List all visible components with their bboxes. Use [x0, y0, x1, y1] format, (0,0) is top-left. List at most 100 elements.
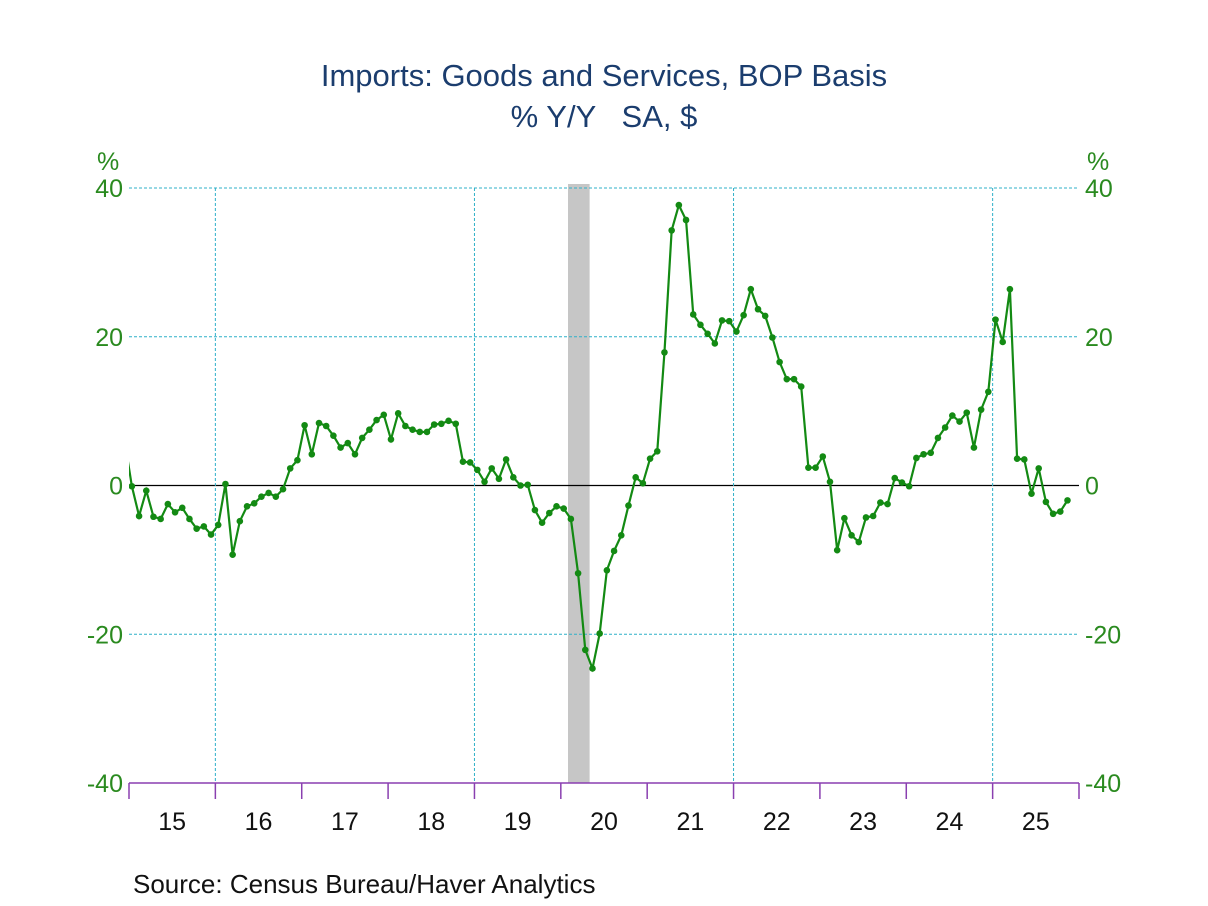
- data-point: [956, 418, 963, 425]
- data-point: [358, 434, 366, 442]
- data-point: [322, 422, 330, 430]
- data-point: [574, 569, 582, 577]
- data-point: [740, 311, 747, 319]
- data-point: [905, 482, 913, 490]
- data-point: [1049, 510, 1057, 518]
- y-axis-unit-left: %: [97, 148, 119, 176]
- data-point: [848, 532, 855, 539]
- x-tick-label: 17: [331, 808, 359, 836]
- data-point: [639, 479, 647, 487]
- data-point: [445, 417, 452, 425]
- data-point: [589, 665, 596, 672]
- data-point: [862, 514, 870, 521]
- data-point: [330, 432, 337, 439]
- data-point: [214, 521, 222, 529]
- data-point: [1056, 508, 1064, 515]
- data-point: [207, 531, 215, 538]
- y-tick-label-right: -20: [1085, 621, 1121, 649]
- data-point: [265, 489, 272, 497]
- data-point: [423, 428, 431, 436]
- data-point: [682, 216, 690, 224]
- data-point: [488, 465, 496, 472]
- data-point: [1042, 498, 1050, 506]
- data-point: [193, 525, 200, 532]
- data-point: [920, 450, 927, 458]
- data-point: [675, 201, 683, 209]
- data-point: [783, 375, 791, 383]
- data-point: [236, 517, 244, 525]
- data-point: [581, 646, 589, 654]
- y-tick-label-right: 20: [1085, 324, 1113, 352]
- data-point: [553, 503, 560, 510]
- data-point: [1064, 497, 1071, 504]
- data-point: [1006, 285, 1014, 293]
- data-point: [941, 424, 949, 431]
- data-point: [200, 523, 208, 530]
- x-tick-label: 25: [1022, 808, 1050, 836]
- y-axis-unit-right: %: [1087, 148, 1109, 176]
- y-tick-label-left: -20: [87, 621, 123, 649]
- data-point: [474, 466, 481, 474]
- data-point: [344, 439, 352, 447]
- data-point: [129, 482, 136, 490]
- data-point: [186, 515, 193, 523]
- data-point: [610, 547, 618, 555]
- series-line: [129, 202, 1069, 673]
- data-point: [466, 459, 474, 466]
- data-point: [531, 506, 539, 514]
- data-point: [1035, 465, 1042, 472]
- data-point: [373, 416, 380, 424]
- data-point: [668, 227, 675, 234]
- data-point: [416, 428, 424, 436]
- data-point: [409, 426, 416, 434]
- data-point: [272, 493, 280, 500]
- data-point: [286, 465, 294, 472]
- data-point: [1013, 455, 1021, 463]
- data-point: [142, 487, 150, 495]
- data-point: [394, 410, 402, 417]
- x-tick-label: 18: [417, 808, 445, 836]
- data-point: [632, 474, 639, 481]
- data-point: [603, 566, 611, 574]
- data-point: [495, 475, 503, 483]
- data-point: [150, 513, 157, 521]
- data-point: [178, 504, 186, 512]
- data-point: [934, 434, 942, 442]
- chart-subtitle: % Y/Y SA, $: [511, 99, 698, 134]
- data-point: [776, 358, 783, 366]
- data-point: [301, 421, 308, 429]
- data-point: [769, 334, 776, 341]
- data-point: [380, 411, 388, 419]
- data-point: [308, 450, 316, 458]
- data-point: [869, 512, 877, 520]
- data-point: [438, 420, 445, 428]
- data-point: [625, 502, 632, 509]
- data-point: [689, 311, 697, 318]
- data-point: [898, 479, 906, 486]
- data-point: [560, 505, 567, 512]
- data-point: [243, 503, 251, 510]
- data-point: [884, 500, 891, 508]
- y-tick-label-left: 20: [95, 324, 123, 352]
- data-point: [877, 499, 884, 506]
- data-point: [1028, 490, 1035, 497]
- data-point: [121, 438, 128, 445]
- data-point: [646, 455, 654, 463]
- y-tick-label-left: 40: [95, 175, 123, 203]
- data-point: [157, 515, 164, 523]
- data-point: [927, 449, 935, 457]
- y-tick-label-right: -40: [1085, 770, 1121, 798]
- x-tick-label: 24: [936, 808, 964, 836]
- y-tick-label-right: 40: [1085, 175, 1113, 203]
- data-point: [229, 551, 236, 558]
- x-tick-label: 19: [504, 808, 532, 836]
- data-point: [855, 538, 863, 546]
- data-point: [812, 464, 819, 471]
- data-point: [992, 316, 999, 323]
- data-point: [502, 456, 510, 463]
- data-point: [459, 458, 467, 466]
- data-point: [481, 478, 488, 486]
- data-point: [891, 474, 899, 482]
- data-point: [135, 512, 143, 520]
